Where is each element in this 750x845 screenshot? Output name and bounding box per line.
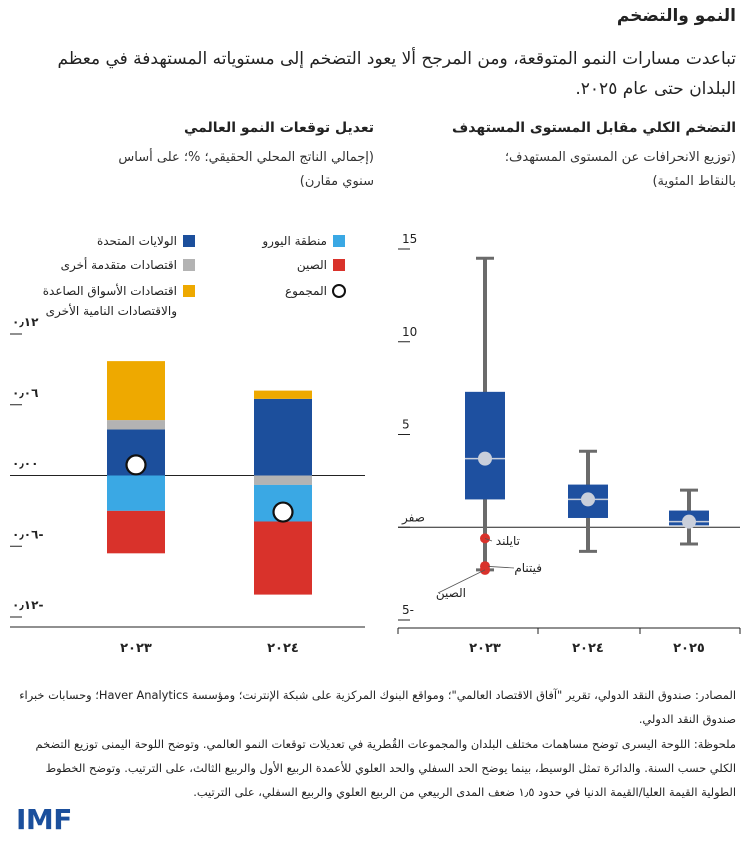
growth-x-tick-label: ٢٠٢٣ — [120, 641, 152, 656]
inflation-median-marker — [682, 514, 696, 529]
methodology-note: ملحوظة: اللوحة اليسرى توضح مساهمات مختلف… — [35, 736, 736, 800]
growth-bar-euro_area — [107, 475, 165, 511]
page-subtitle: تباعدت مسارات النمو المتوقعة، ومن المرجح… — [57, 49, 736, 99]
legend-swatch-other_advanced — [183, 259, 195, 271]
inflation-y-tick-label: 5 — [402, 418, 410, 432]
inflation-y-tick-label: 10 — [402, 325, 417, 339]
growth-bar-other_advanced — [107, 420, 165, 430]
inflation-median-marker — [581, 492, 595, 507]
inflation-x-tick-label: ٢٠٢٤ — [572, 641, 604, 656]
inflation-outlier-leader — [484, 538, 493, 542]
inflation-outlier-leader — [437, 569, 486, 594]
growth-y-tick-label: ٠٫١٢- — [12, 598, 43, 612]
legend-swatch-euro_area — [333, 235, 345, 247]
growth-bar-china — [254, 521, 312, 595]
imf-logo: IMF — [16, 803, 72, 836]
legend-label-emerging: اقتصادات الأسواق الصاعدة — [43, 283, 177, 299]
growth-bar-united_states — [254, 398, 312, 476]
growth-panel-title: تعديل توقعات النمو العالمي — [183, 120, 374, 136]
sources-note: المصادر: صندوق النقد الدولي، تقرير "آفاق… — [19, 688, 736, 727]
legend-label-emerging-line2: والاقتصادات النامية الأخرى — [46, 303, 177, 319]
inflation-panel-subtitle: (توزيع الانحرافات عن المستوى المستهدف؛ ب… — [504, 150, 736, 189]
inflation-panel-title: التضخم الكلي مقابل المستوى المستهدف — [452, 120, 736, 136]
growth-y-tick-label: ٠٫٠٦- — [12, 527, 43, 541]
legend-total-swatch — [332, 284, 346, 298]
inflation-outlier-leader — [484, 565, 515, 569]
legend-swatch-emerging — [183, 285, 195, 297]
legend-label-china: الصين — [297, 258, 327, 273]
growth-panel-subtitle: (إجمالي الناتج المحلي الحقيقي؛ %؛ على أس… — [118, 150, 374, 189]
growth-bar-emerging — [107, 361, 165, 421]
page-title: النمو والتضخم — [616, 6, 736, 26]
inflation-y-tick-label: 5- — [402, 603, 414, 617]
growth-bar-emerging — [254, 390, 312, 399]
legend-swatch-united_states — [183, 235, 195, 247]
inflation-median-marker — [478, 451, 492, 466]
growth-y-tick-label: ٠٫١٢ — [12, 315, 39, 329]
charts-canvas: ٠٫١٢ ٠٫٠٦ ٠٫٠٠ ٠٫٠٦- ٠٫١٢- ٢٠٢٣ ٢٠٢٤ الولايات ا… — [10, 232, 741, 656]
growth-total-marker — [272, 501, 294, 523]
legend-label-other_advanced: اقتصادات متقدمة أخرى — [61, 257, 177, 273]
inflation-outlier-label: الصين — [436, 586, 466, 601]
inflation-outlier-label: فيتنام — [514, 561, 542, 575]
growth-y-tick-label: ٠٫٠٠ — [12, 457, 38, 471]
growth-y-tick-label: ٠٫٠٦ — [12, 386, 38, 400]
inflation-y-tick-label: 15 — [402, 232, 417, 246]
legend-label-total: المجموع — [285, 284, 327, 299]
legend-label-euro_area: منطقة اليورو — [261, 234, 327, 249]
inflation-y-tick-label: صفر — [401, 510, 425, 525]
inflation-box — [465, 391, 505, 500]
growth-bar-china — [107, 510, 165, 554]
growth-total-marker — [125, 454, 147, 476]
growth-x-tick-label: ٢٠٢٤ — [267, 641, 299, 656]
chart-notes: المصادر: صندوق النقد الدولي، تقرير "آفاق… — [14, 683, 736, 804]
inflation-x-tick-label: ٢٠٢٥ — [673, 641, 705, 656]
inflation-outlier-label: تايلند — [496, 534, 520, 548]
inflation-x-tick-label: ٢٠٢٣ — [469, 641, 501, 656]
legend-swatch-china — [333, 259, 345, 271]
legend-label-united_states: الولايات المتحدة — [97, 234, 177, 249]
growth-bar-other_advanced — [254, 475, 312, 485]
